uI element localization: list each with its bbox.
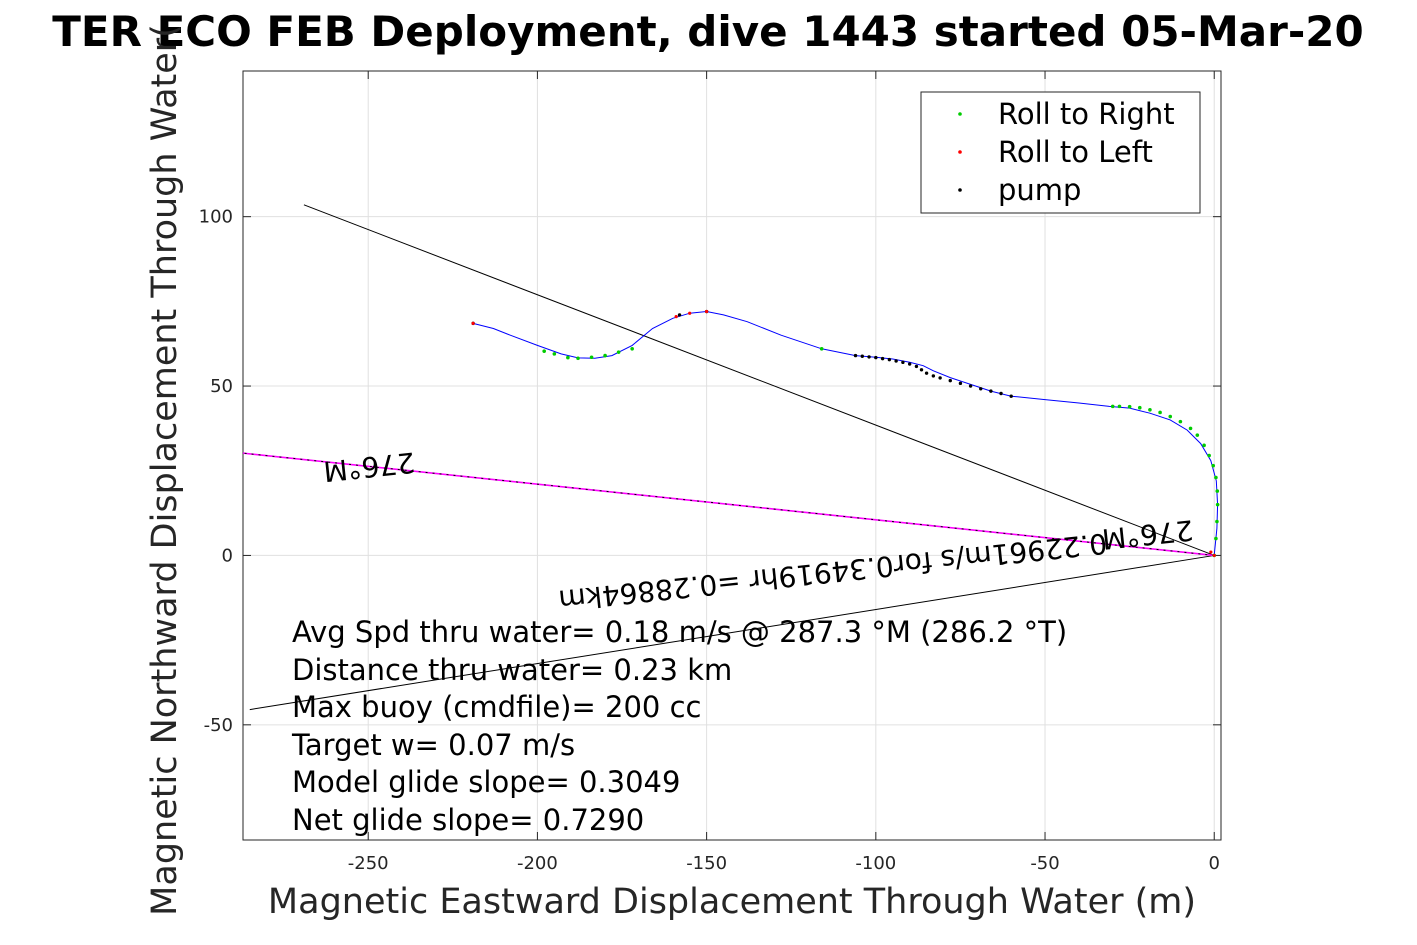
- y-tick-label: 0: [222, 545, 233, 566]
- legend-label-roll-right: Roll to Right: [998, 97, 1175, 131]
- pump-point: [979, 387, 983, 391]
- legend-label-roll-left: Roll to Left: [998, 135, 1153, 169]
- pump-point: [894, 359, 898, 363]
- annotation-distance: Distance thru water= 0.23 km: [292, 653, 732, 687]
- pump-point: [931, 374, 936, 378]
- roll-right-point: [1110, 404, 1115, 409]
- pump-point: [958, 381, 963, 386]
- roll-left-point: [705, 309, 709, 314]
- plot-area: [242, 70, 1222, 841]
- roll-right-point: [1117, 404, 1122, 409]
- roll-right-point: [1168, 414, 1173, 419]
- pump-point: [999, 391, 1003, 396]
- pump-point: [880, 356, 885, 361]
- roll-left-point: [1209, 550, 1213, 554]
- y-tick-label: -50: [204, 715, 233, 736]
- legend-box: [920, 91, 1201, 214]
- roll-right-point: [1207, 453, 1211, 458]
- roll-right-point: [1211, 463, 1216, 468]
- y-axis-title: Magnetic Northward Displacement Through …: [145, 24, 185, 916]
- rotated-label-3: 0.22961m/s for0.34919hr =0.28864km: [557, 526, 1109, 616]
- chart-title: TER ECO FEB Deployment, dive 1443 starte…: [52, 7, 1363, 56]
- legend-marker-pump: [958, 188, 962, 192]
- pump-point: [853, 353, 858, 358]
- roll-right-point: [1214, 536, 1218, 541]
- x-tick-label: -100: [855, 853, 896, 874]
- legend-marker-roll-right: [958, 112, 962, 116]
- roll-right-point: [603, 353, 607, 358]
- pump-point: [860, 354, 864, 358]
- pump-point: [919, 368, 924, 372]
- roll-right-point: [1137, 405, 1142, 410]
- annotation-target-w: Target w= 0.07 m/s: [291, 728, 575, 762]
- legend-label-pump: pump: [998, 173, 1081, 207]
- x-tick-label: -200: [517, 853, 558, 874]
- y-tick-label: 50: [210, 376, 233, 397]
- x-tick-label: -50: [1030, 853, 1059, 874]
- grid: [243, 71, 1221, 840]
- x-axis-title: Magnetic Eastward Displacement Through W…: [268, 882, 1196, 922]
- roll-right-point: [1202, 443, 1206, 448]
- roll-right-point: [1158, 410, 1162, 415]
- pump-point: [948, 378, 952, 383]
- x-tick-label: 0: [1209, 853, 1220, 874]
- y-tick-label: 100: [199, 207, 233, 228]
- pump-point: [1009, 394, 1013, 398]
- annotation-max-buoy: Max buoy (cmdfile)= 200 cc: [292, 690, 701, 724]
- black-heading-line: [242, 452, 1215, 556]
- pump-point: [924, 371, 929, 375]
- axis-ticks: -250 -200 -150 -100 -50 0 -50 0 50 100: [199, 71, 1221, 874]
- data-points: [471, 309, 1220, 558]
- pump-point: [938, 376, 942, 380]
- x-tick-label: -150: [686, 853, 727, 874]
- roll-right-point: [566, 355, 570, 360]
- roll-right-point: [1148, 407, 1152, 412]
- legend: Roll to Right Roll to Left pump: [920, 91, 1201, 214]
- pump-point: [874, 355, 878, 360]
- roll-left-point: [674, 315, 678, 319]
- pump-point: [989, 389, 993, 393]
- black-upper-line: [303, 204, 1215, 556]
- dive-track: [472, 310, 1219, 556]
- roll-left-point: [1212, 553, 1216, 558]
- pump-point: [901, 360, 905, 365]
- roll-right-point: [1178, 419, 1183, 424]
- pump-point: [907, 362, 912, 366]
- roll-right-point: [1215, 489, 1220, 493]
- track-line: [472, 310, 1219, 556]
- pump-point: [968, 384, 973, 388]
- roll-right-point: [552, 352, 557, 356]
- legend-marker-roll-left: [958, 150, 962, 154]
- pump-point: [914, 364, 919, 369]
- roll-right-point: [589, 355, 594, 360]
- roll-right-point: [1127, 404, 1132, 409]
- pump-point: [677, 313, 682, 317]
- annotation-avg-speed: Avg Spd thru water= 0.18 m/s @ 287.3 °M …: [292, 615, 1067, 649]
- annotation-model-glide-slope: Model glide slope= 0.3049: [292, 765, 680, 799]
- rotated-label-1: 276°M: [322, 445, 417, 487]
- annotation-net-glide-slope: Net glide slope= 0.7290: [292, 803, 644, 837]
- annotations: Avg Spd thru water= 0.18 m/s @ 287.3 °M …: [291, 615, 1067, 837]
- black-lower-line: [249, 554, 1215, 711]
- x-tick-label: -250: [348, 853, 389, 874]
- roll-left-point: [471, 321, 475, 325]
- roll-right-point: [576, 356, 580, 361]
- roll-left-point: [688, 311, 692, 315]
- reference-lines: [242, 204, 1215, 711]
- roll-right-point: [1214, 475, 1218, 480]
- rotated-label-2: 276°M: [1100, 513, 1195, 555]
- roll-right-point: [630, 346, 634, 351]
- roll-right-point: [1215, 502, 1220, 507]
- pump-point: [887, 357, 892, 362]
- roll-right-point: [1215, 519, 1219, 524]
- roll-right-point: [1195, 433, 1200, 437]
- roll-right-point: [819, 346, 824, 351]
- roll-right-point: [616, 350, 621, 354]
- pump-point: [867, 355, 871, 359]
- roll-right-point: [542, 349, 546, 353]
- roll-right-point: [1188, 426, 1193, 431]
